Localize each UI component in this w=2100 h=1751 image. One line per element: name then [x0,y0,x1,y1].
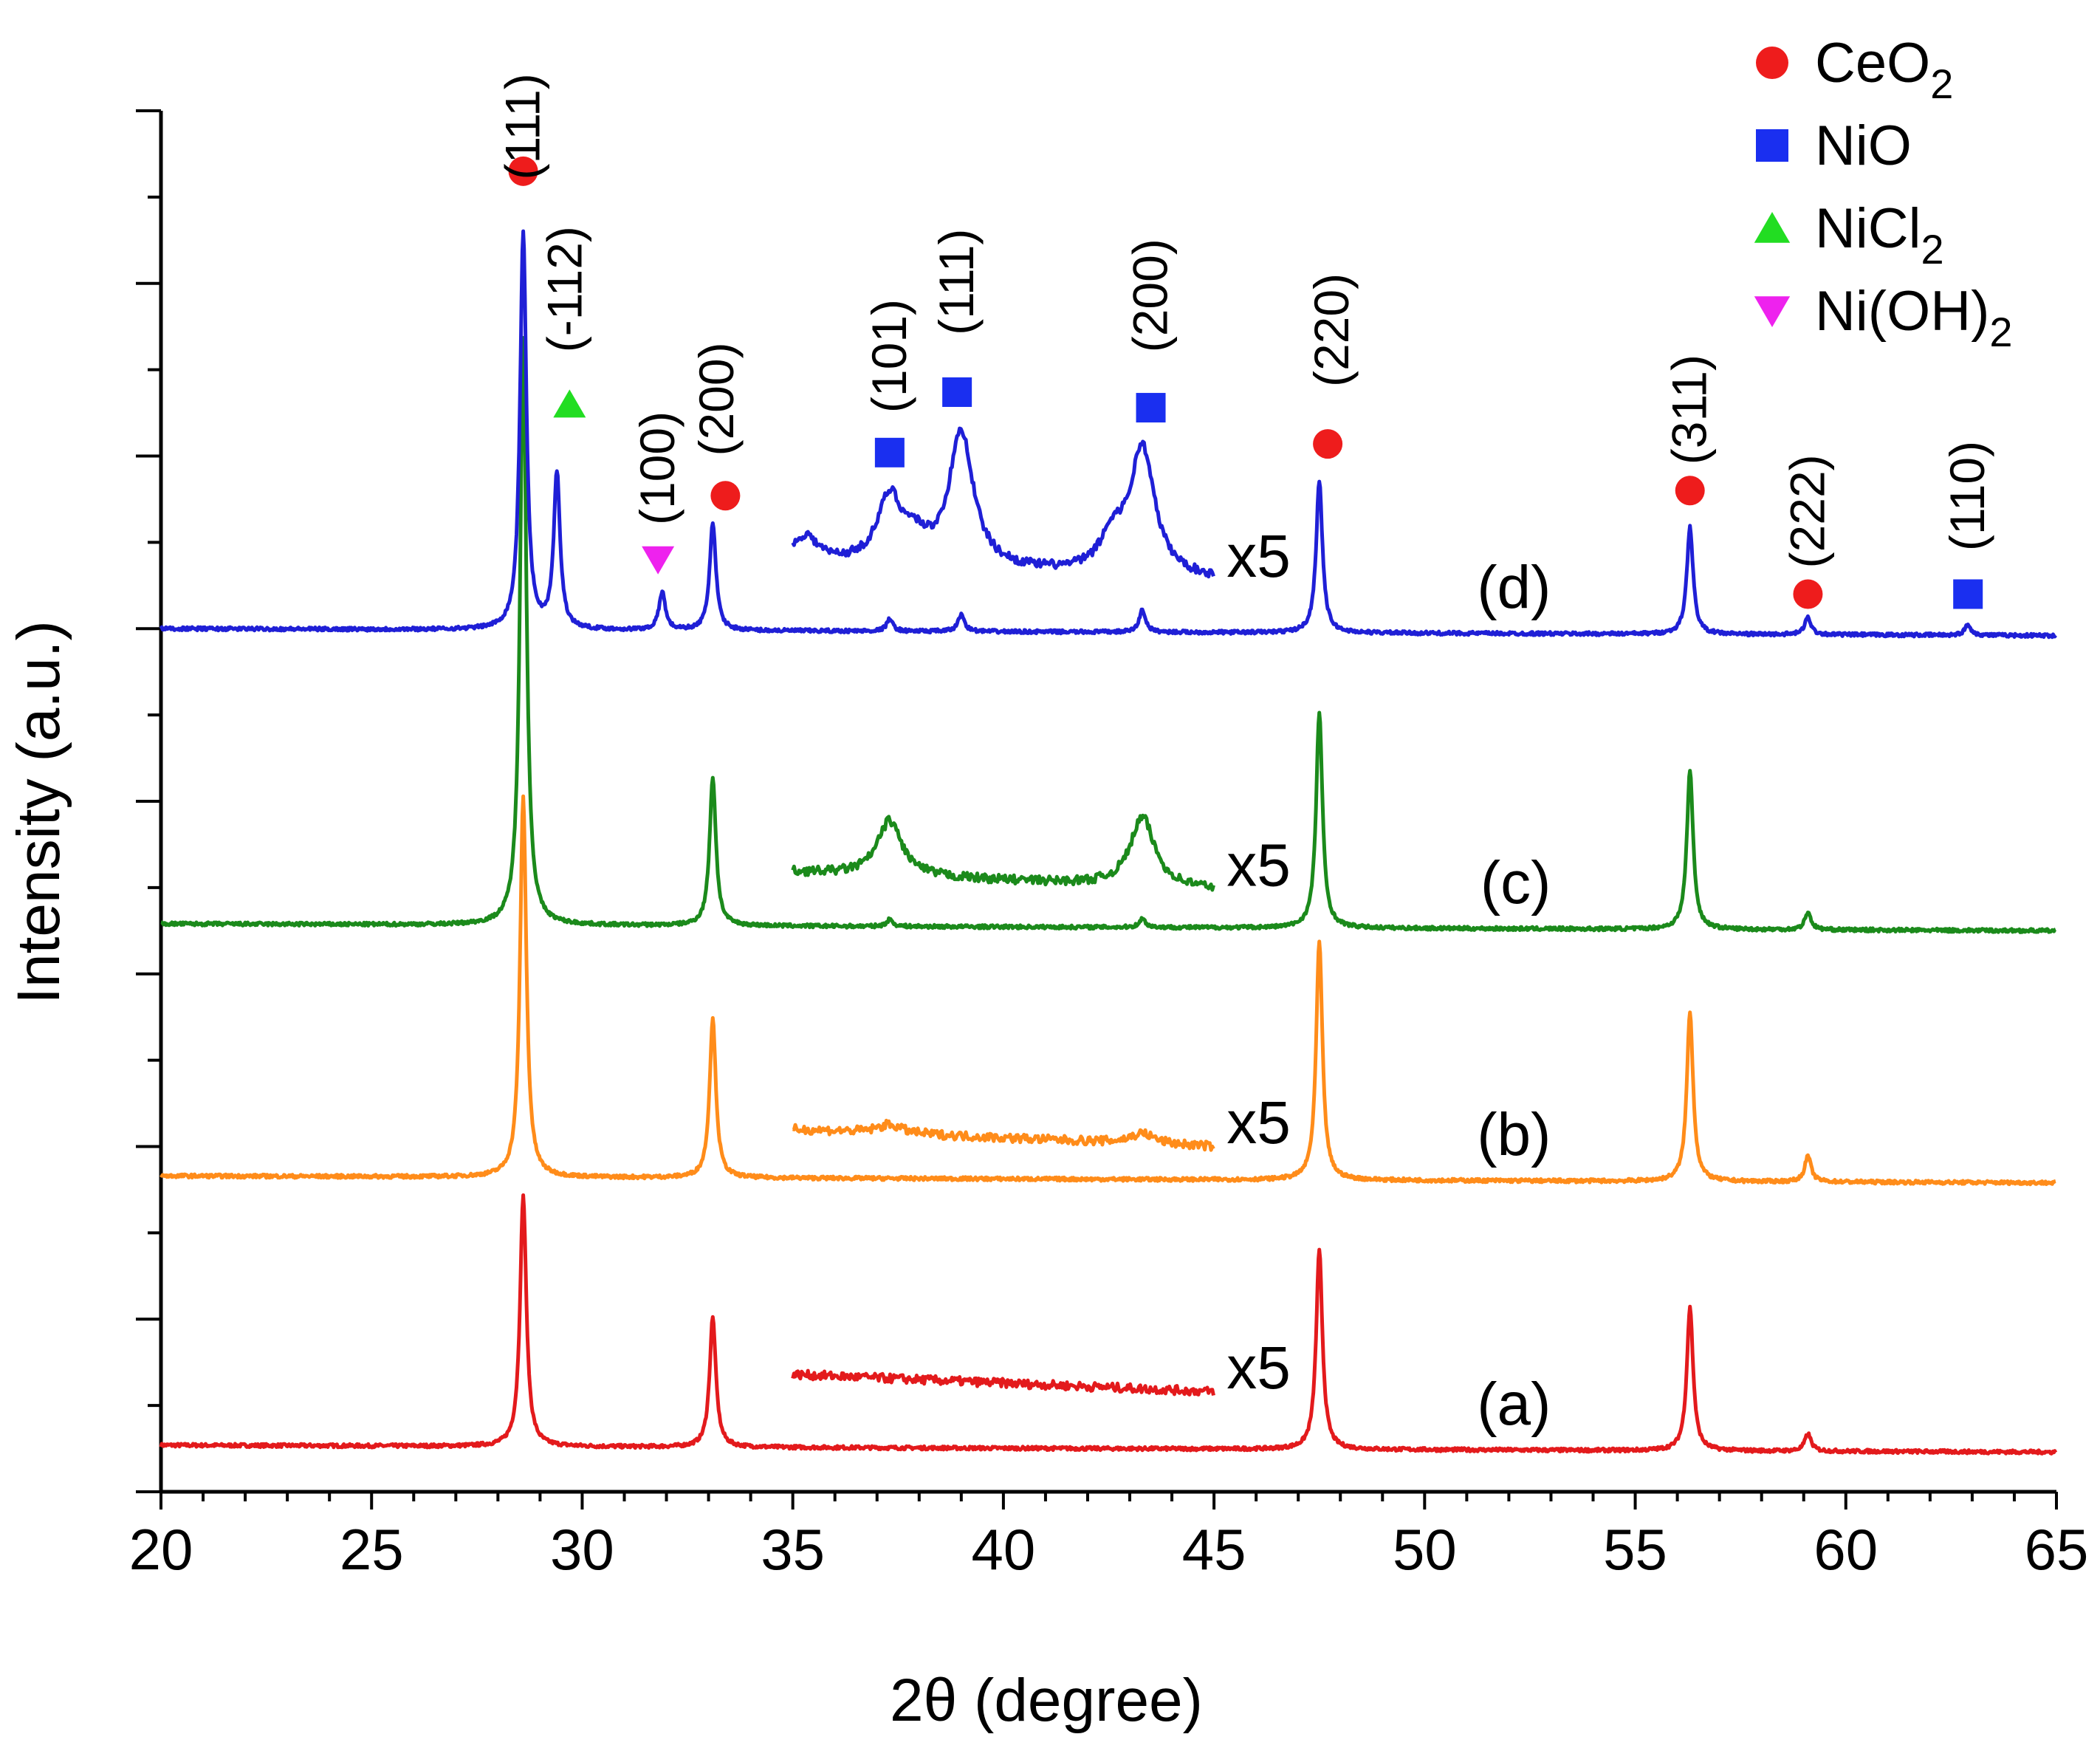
annotation-layer: (111)(-112)(100)(200) (101)(111) (200) (220… [495,73,1994,609]
series-label-b: (b) [1477,1101,1551,1168]
phase-marker-nio [1136,393,1166,423]
x-tick-label: 40 [972,1517,1036,1582]
peak-index-label: (200) [1123,239,1178,352]
phase-marker-ceo2 [508,156,538,186]
series-line-c [159,336,2057,934]
magnification-label: x5 [1226,1089,1291,1157]
phase-marker-nicl2 [553,389,586,418]
peak-index-label: (200) [689,342,744,456]
x-tick-label: 45 [1182,1517,1246,1582]
peak-index-label: (220) [1304,273,1359,387]
x-tick-label: 20 [129,1517,193,1582]
legend-label: NiO [1815,114,1912,177]
peak-index-label: (110) [1940,441,1994,551]
phase-marker-nio [1953,579,1983,609]
series-label-d: (d) [1477,554,1551,621]
x-axis-title: 2θ (degree) [890,1667,1203,1734]
legend-marker-ceo2 [1756,47,1788,79]
magnification-label: x5 [1226,1334,1291,1402]
peak-index-label: (311) [1662,354,1717,465]
inset-line-d [791,426,1215,579]
legend-label-subscript: 2 [1930,61,1953,107]
x-tick-label: 60 [1814,1517,1878,1582]
series-label-c: (c) [1480,849,1551,916]
series-layer: x5 (a) x5 (b) x5 (c) x5 (d) [159,229,2058,1456]
magnification-label: x5 [1226,832,1291,900]
series-line-b [159,794,2057,1187]
legend-label: NiCl2 [1815,197,1944,273]
peak-index-label: (101) [862,299,916,413]
x-tick-label: 55 [1603,1517,1667,1582]
phase-marker-nio [942,377,972,408]
series-label-a: (a) [1477,1371,1551,1438]
x-tick-label: 65 [2025,1517,2089,1582]
legend-label-subscript: 2 [1989,309,2012,355]
legend-marker-nioh2 [1754,296,1791,327]
legend-label: CeO2 [1815,32,1953,107]
legend-marker-nio [1756,129,1788,162]
series-line-a [159,1193,2058,1456]
phase-marker-nio [874,437,905,467]
peak-index-label: (-112) [538,226,592,352]
x-tick-label: 25 [340,1517,404,1582]
series-line-d [159,229,2057,640]
inset-line-a [791,1368,1215,1397]
peak-index-label: (111) [929,229,984,335]
peak-index-label: (100) [630,411,684,525]
legend-marker-nicl2 [1754,212,1791,243]
peak-index-label: (222) [1780,454,1834,568]
x-tick-label: 50 [1393,1517,1457,1582]
inset-line-b [792,1118,1215,1152]
legend-label-subscript: 2 [1921,226,1944,273]
axes: 20 25 30 35 40 45 50 55 60 65 [129,109,2089,1582]
peak-index-label: (111) [495,73,550,179]
phase-marker-ceo2 [1313,429,1343,459]
y-axis-title: Intensity (a.u.) [5,620,72,1004]
magnification-label: x5 [1226,523,1291,590]
phase-marker-nioh2 [642,546,675,575]
phase-marker-ceo2 [1793,579,1823,609]
x-tick-label: 35 [761,1517,825,1582]
phase-marker-ceo2 [710,481,741,511]
phase-marker-ceo2 [1675,476,1705,506]
inset-line-c [791,813,1215,892]
x-tick-label: 30 [550,1517,614,1582]
legend-label: Ni(OH)2 [1815,280,2013,355]
